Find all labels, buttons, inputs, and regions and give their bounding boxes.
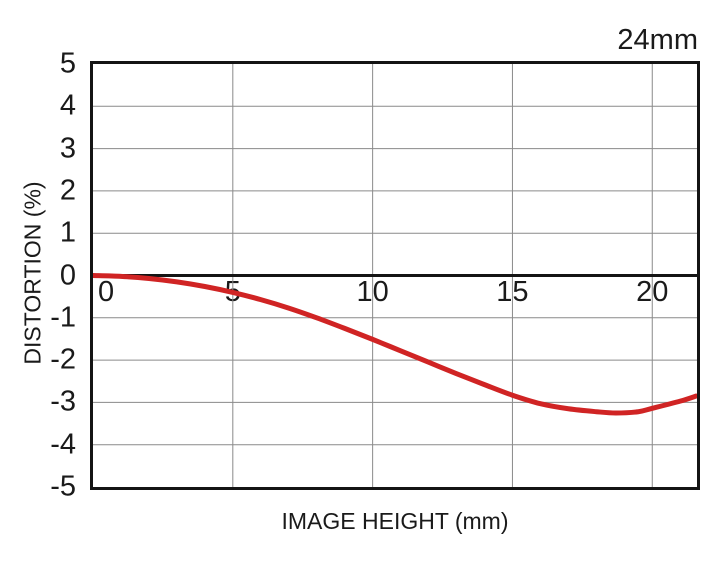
y-tick-label: 4 <box>59 89 76 122</box>
y-tick-label: -2 <box>50 343 76 376</box>
x-tick-label: 20 <box>636 276 669 308</box>
y-tick-label: 5 <box>59 47 76 80</box>
focal-length-label: 24mm <box>617 24 698 56</box>
y-tick-label: -4 <box>50 428 76 461</box>
x-tick-label: 15 <box>496 276 529 308</box>
plot-area: 0 5 10 15 20 <box>90 61 700 490</box>
x-tick-label: 0 <box>98 276 115 308</box>
y-tick-label: 1 <box>59 216 76 249</box>
y-tick-label: -1 <box>50 301 76 334</box>
y-tick-label: 3 <box>59 132 76 165</box>
y-tick-label: 2 <box>59 174 76 207</box>
y-tick-label: -3 <box>50 385 76 418</box>
y-tick-label: -5 <box>50 470 76 503</box>
x-axis-title: IMAGE HEIGHT (mm) <box>281 508 509 534</box>
y-tick-label: 0 <box>59 259 76 291</box>
x-tick-label: 5 <box>224 276 241 308</box>
x-tick-label: 10 <box>356 276 389 308</box>
x-axis-tick-labels: 0 5 10 15 20 <box>93 64 697 487</box>
